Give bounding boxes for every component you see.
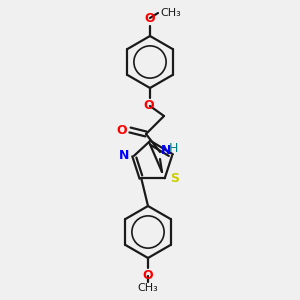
Text: CH₃: CH₃	[160, 8, 181, 18]
Text: N: N	[161, 145, 171, 158]
Text: S: S	[170, 172, 179, 185]
Text: H: H	[169, 142, 178, 155]
Text: O: O	[116, 124, 127, 136]
Text: CH₃: CH₃	[138, 283, 158, 293]
Text: N: N	[118, 149, 129, 162]
Text: O: O	[143, 269, 153, 282]
Text: O: O	[145, 12, 155, 25]
Text: O: O	[144, 99, 154, 112]
